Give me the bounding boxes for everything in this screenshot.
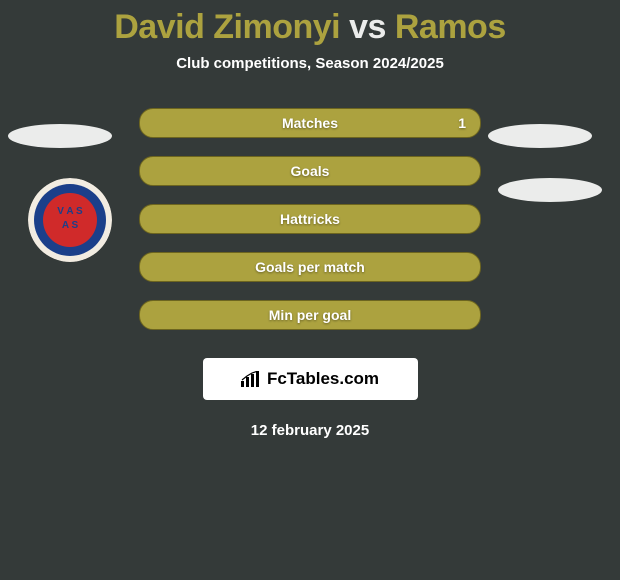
logo-rest: Tables.com (287, 369, 379, 388)
stats-section: V A S A S Matches 1 Goals Hattricks Goals pe… (0, 108, 620, 348)
stat-bar: Goals (139, 156, 481, 186)
club-badge: V A S A S (28, 178, 112, 262)
svg-text:V A S: V A S (57, 206, 83, 217)
stat-bar: Hattricks (139, 204, 481, 234)
snapshot-date: 12 february 2025 (0, 422, 620, 439)
comparison-card: David Zimonyi vs Ramos Club competitions… (0, 8, 620, 580)
player2-marker-ellipse-2 (498, 178, 602, 202)
player2-name: Ramos (395, 8, 506, 46)
comparison-title: David Zimonyi vs Ramos (0, 8, 620, 47)
stat-bar: Goals per match (139, 252, 481, 282)
competition-subtitle: Club competitions, Season 2024/2025 (0, 55, 620, 72)
stat-bar: Matches 1 (139, 108, 481, 138)
fctables-logo-text: FcTables.com (241, 369, 379, 389)
stat-bar-label: Hattricks (280, 211, 340, 227)
player2-marker-ellipse (488, 124, 592, 148)
svg-text:A S: A S (62, 220, 79, 231)
bar-chart-icon (241, 371, 263, 387)
stat-bar-label: Min per goal (269, 307, 351, 323)
player1-name: David Zimonyi (114, 8, 340, 46)
stat-bar-label: Matches (282, 115, 338, 131)
fctables-logo: FcTables.com (203, 358, 418, 400)
stat-bar-label: Goals (291, 163, 330, 179)
player1-marker-ellipse (8, 124, 112, 148)
stat-bar-value: 1 (458, 115, 466, 131)
club-badge-svg: V A S A S (28, 178, 112, 262)
stat-bar-label: Goals per match (255, 259, 365, 275)
stat-bar: Min per goal (139, 300, 481, 330)
logo-bold: Fc (267, 369, 287, 388)
vs-connector: vs (349, 8, 386, 46)
